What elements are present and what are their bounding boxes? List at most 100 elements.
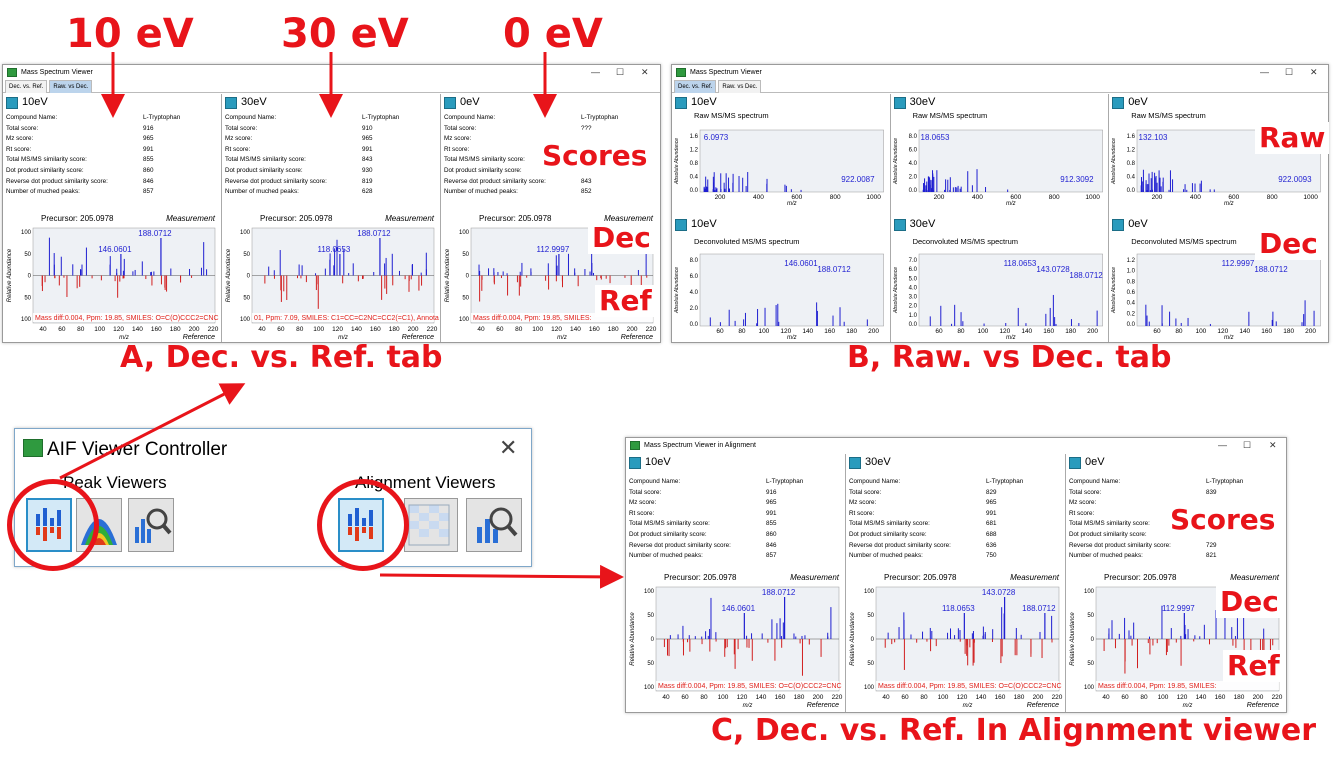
x-tick-label: 120	[999, 328, 1010, 335]
score-value: 852	[581, 188, 592, 196]
dec-spectrum-title: Deconvoluted MS/MS spectrum	[1131, 237, 1237, 246]
score-key: Total score:	[225, 124, 258, 132]
y-tick-label: 0.4	[690, 175, 699, 181]
score-row: Number of muched peaks: 628	[222, 187, 440, 198]
mass-diff-footer: Mass diff:0.004, Ppm: 19.85, SMILES: O=C…	[35, 315, 219, 322]
peak-label: 112.9997	[1162, 604, 1195, 613]
spectrum-pane: 30eV Compound Name: L-Tryptophan Total scor…	[846, 454, 1066, 712]
score-row: Rt score: 991	[222, 145, 440, 156]
x-tick-label: 40	[882, 694, 890, 701]
score-row: Reverse dot product similarity score: 846	[626, 541, 845, 552]
tab-raw-vs-dec[interactable]: Raw. vs Dec.	[49, 80, 93, 93]
score-key: Number of muched peaks:	[444, 188, 518, 196]
raw-spectrum-plot: 1.6 1.2 0.8 0.4 0.0 Absolute Abundance 200 400 6…	[674, 129, 884, 206]
x-tick-label: 180	[1234, 694, 1245, 701]
score-row: Reverse dot product similarity score: 729	[1066, 541, 1285, 552]
label-30ev: 30 eV	[281, 11, 409, 57]
spectrum-icon	[444, 97, 456, 109]
y-tick-label: 7.0	[908, 258, 917, 264]
close-icon[interactable]: ✕	[1310, 67, 1318, 77]
y-tick-label: 4.0	[908, 161, 917, 167]
x-tick-label: 220	[427, 326, 438, 333]
y-tick-label: 100	[864, 685, 875, 691]
x-tick-label: 600	[1229, 194, 1240, 201]
peak-label: 912.3092	[1060, 175, 1094, 184]
score-value: 829	[986, 488, 997, 496]
score-key: Total MS/MS similarity score:	[849, 520, 930, 528]
y-tick-label: 50	[243, 252, 250, 258]
footer-background	[252, 313, 434, 322]
minimize-icon[interactable]: —	[1218, 440, 1227, 450]
dec-header: 10eV	[672, 216, 890, 234]
score-key: Compound Name:	[849, 478, 901, 485]
maximize-icon[interactable]: ☐	[616, 67, 625, 77]
score-value: 821	[1206, 552, 1217, 560]
tab-raw-vs-dec[interactable]: Raw. vs Dec.	[718, 80, 762, 93]
measurement-label: Measurement	[385, 214, 435, 223]
score-key: Reverse dot product similarity score:	[6, 177, 108, 185]
caption-c: C, Dec. vs. Ref. In Alignment viewer	[711, 713, 1317, 748]
alignment-heatmap-button[interactable]	[404, 498, 458, 552]
y-tick-label: 50	[462, 252, 469, 258]
y-tick-label: 0.0	[690, 322, 699, 328]
x-tick-label: 180	[389, 326, 400, 333]
title-bar: Mass Spectrum Viewer — ☐ ✕	[3, 65, 660, 80]
pane-title: 30eV	[241, 96, 267, 108]
pane-title: 30eV	[909, 218, 936, 230]
y-axis-label: Relative Abundance	[1070, 612, 1076, 666]
x-tick-label: 80	[77, 326, 85, 333]
score-row: Total score: 910	[222, 124, 440, 135]
maximize-icon[interactable]: ☐	[1285, 67, 1294, 77]
mass-diff-footer: Mass diff:0.004, Ppm: 19.85, SMILES:	[473, 315, 592, 322]
peak-label: 143.0728	[982, 588, 1016, 597]
x-tick-label: 140	[1196, 694, 1207, 701]
close-icon[interactable]: ✕	[1269, 440, 1277, 450]
title-bar: Mass Spectrum Viewer in Alignment — ☐ ✕	[626, 438, 1286, 453]
precursor-label: Precursor: 205.0978	[664, 573, 737, 582]
tab-dec-vs-ref[interactable]: Dec. vs. Ref.	[5, 80, 48, 93]
x-tick-label: 40	[662, 694, 670, 701]
score-key: Dot product similarity score:	[1069, 530, 1147, 538]
y-tick-label: 100	[21, 230, 32, 236]
score-key: Mz score:	[6, 135, 34, 143]
y-tick-label: 0	[247, 274, 251, 280]
y-tick-label: 1.6	[690, 134, 699, 140]
score-row: Reverse dot product similarity score: 846	[3, 177, 221, 188]
score-value: L-Tryptophan	[362, 114, 400, 121]
tab-dec-vs-ref[interactable]: Dec. vs. Ref.	[674, 80, 717, 93]
spectrum-search-icon	[477, 507, 518, 543]
reference-label: Reference	[1027, 702, 1059, 709]
y-axis-label: Relative Abundance	[445, 248, 451, 302]
x-axis-label: m/z	[963, 703, 973, 709]
x-tick-label: 180	[794, 694, 805, 701]
label-ref-c: Ref	[1223, 650, 1284, 682]
raw-spectrum-title: Raw MS/MS spectrum	[1131, 111, 1206, 120]
x-tick-label: 140	[756, 694, 767, 701]
score-row: Compound Name: L-Tryptophan	[626, 477, 845, 488]
x-tick-label: 200	[813, 694, 824, 701]
x-tick-label: 40	[1102, 694, 1110, 701]
reference-label: Reference	[1247, 702, 1279, 709]
x-tick-label: 120	[957, 694, 968, 701]
window-title: Mass Spectrum Viewer in Alignment	[644, 442, 756, 449]
dec-spectrum-plot: 1.2 1.0 0.8 0.6 0.4 0.2 0.0 Absolute Abundance 6…	[1111, 253, 1322, 340]
dec-header: 30eV	[891, 216, 1109, 234]
x-tick-label: 100	[758, 328, 769, 335]
y-tick-label: 100	[1084, 589, 1095, 595]
minimize-icon[interactable]: —	[591, 67, 600, 77]
peak-label: 188.0712	[1069, 271, 1103, 280]
minimize-icon[interactable]: —	[1260, 67, 1269, 77]
close-icon[interactable]: ✕	[641, 67, 649, 77]
score-value: 819	[362, 177, 373, 185]
maximize-icon[interactable]: ☐	[1243, 440, 1252, 450]
plot-area	[699, 129, 884, 193]
score-key: Rt score:	[225, 145, 251, 153]
x-tick-label: 160	[589, 326, 600, 333]
alignment-spectrum-search-button[interactable]	[466, 498, 522, 552]
score-value: 846	[143, 177, 154, 185]
x-tick-label: 200	[1152, 194, 1163, 201]
score-row: Reverse dot product similarity score: 843	[441, 177, 659, 188]
peak-spectrum-search-button[interactable]	[128, 498, 174, 552]
close-icon[interactable]: ✕	[499, 435, 518, 460]
y-tick-label: 6.0	[690, 274, 699, 280]
